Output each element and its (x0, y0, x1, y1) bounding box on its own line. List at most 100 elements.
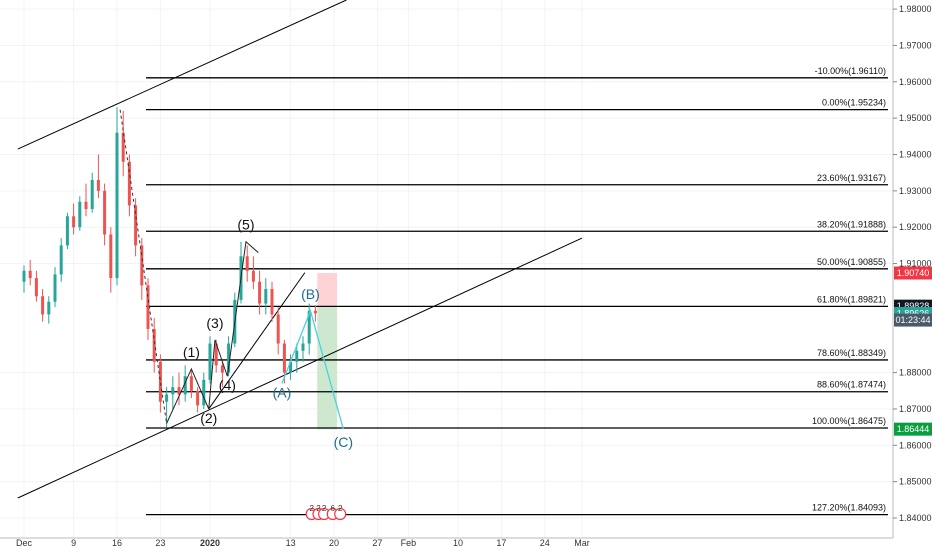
candle-body (220, 365, 224, 373)
event-marker-count: 2 (309, 504, 314, 513)
fibonacci-layer[interactable]: -10.00%(1.96110) 0.00%(1.95234) 23.60%(1.9… (146, 66, 888, 516)
candle-body (41, 296, 45, 315)
wave-trendline[interactable] (208, 272, 306, 410)
candle-body (65, 216, 69, 246)
wave-label: (3) (206, 315, 223, 331)
price-axis-label: 1.94000 (899, 149, 932, 159)
candle-body (270, 288, 274, 315)
time-axis-layer[interactable]: Dec 9 16 23 2020 13 20 27 Feb 10 17 24 Mar (0, 537, 893, 548)
elliott-wave-layer[interactable]: (1) (2) (3) (4) (5) (A) (B) (C) (119, 109, 353, 450)
price-axis-label: 1.96000 (899, 77, 932, 87)
candle-body (22, 270, 26, 282)
position-tool-layer[interactable] (317, 272, 338, 430)
fib-level-label: 100.00%(1.86475) (812, 416, 886, 426)
candle-body (202, 379, 206, 406)
candle-body (264, 288, 268, 304)
price-axis-label: 1.92000 (899, 222, 932, 232)
wave-label: (4) (219, 377, 236, 393)
event-marker-count: 2 (316, 504, 321, 513)
candle-body (127, 161, 131, 206)
time-axis-label: Dec (16, 538, 33, 548)
wave-label: (5) (237, 217, 254, 233)
wave-label: (B) (301, 286, 320, 302)
candle-body (165, 394, 169, 402)
price-axis-label: 1.87000 (899, 404, 932, 414)
price-axis-label: 1.85000 (899, 477, 932, 487)
impulse-wave-path[interactable] (166, 240, 259, 424)
candle-body (183, 376, 187, 395)
price-badge-label: 1.90740 (897, 268, 930, 278)
fib-level-label: 50.00%(1.90855) (817, 257, 886, 267)
price-badge-label: 01:23:44 (895, 315, 930, 325)
wave-label: (2) (200, 410, 217, 426)
event-marker[interactable] (334, 507, 347, 521)
candle-body (276, 314, 280, 344)
candle-body (289, 361, 293, 373)
candle-body (177, 387, 181, 395)
price-axis-label: 1.97000 (899, 40, 932, 50)
price-axis-label: 1.93000 (899, 186, 932, 196)
price-axis-label: 1.86000 (899, 440, 932, 450)
candle-body (115, 132, 119, 279)
time-axis-label: 9 (71, 538, 76, 548)
wave-path-dashed[interactable] (119, 109, 168, 424)
channel-layer[interactable] (17, 0, 583, 499)
candle-body (152, 328, 156, 362)
fib-level-label: -10.00%(1.96110) (815, 66, 886, 76)
wave-label: (1) (183, 344, 200, 360)
time-axis-label: 27 (372, 538, 382, 548)
candle-body (245, 256, 249, 271)
candle-body (258, 281, 262, 304)
time-axis-label: 13 (286, 538, 296, 548)
candle-body (121, 132, 125, 162)
time-axis-label: Feb (401, 538, 417, 548)
price-badge-label: 1.89828 (897, 301, 930, 311)
time-axis-label: Mar (574, 538, 590, 548)
price-badge[interactable] (894, 266, 932, 280)
price-axis-label: 1.98000 (899, 4, 932, 14)
fib-level-label: 61.80%(1.89821) (817, 294, 886, 304)
price-badge[interactable] (894, 313, 932, 327)
channel-trendline[interactable] (17, 237, 583, 499)
fib-level-label: 0.00%(1.95234) (822, 98, 886, 108)
price-axis-layer[interactable]: 1.98000 1.97000 1.96000 1.95000 1.94000 1.930… (892, 0, 932, 538)
candle-body (34, 278, 38, 297)
price-axis-label: 1.91000 (899, 259, 932, 269)
candle-body (53, 274, 57, 302)
price-badge-label: 1.86444 (897, 424, 930, 434)
price-badge[interactable] (894, 422, 932, 436)
candle-body (140, 245, 144, 286)
fib-level-label: 23.60%(1.93167) (817, 173, 886, 183)
time-axis-label: 20 (329, 538, 339, 548)
candle-body (134, 205, 138, 246)
time-axis-label: 2020 (200, 538, 220, 548)
price-badge-label: 1.89626 (897, 308, 930, 318)
price-axis-label: 1.88000 (899, 368, 932, 378)
stop-loss-zone[interactable] (317, 272, 338, 307)
candle-body (295, 350, 299, 362)
take-profit-zone[interactable] (317, 306, 338, 430)
channel-trendline[interactable] (17, 0, 347, 150)
candle-body (109, 234, 113, 279)
candle-body (96, 179, 100, 191)
corrective-projection-path[interactable] (281, 308, 344, 430)
candle-body (28, 270, 32, 279)
event-marker-count: 2 (322, 504, 327, 513)
candle-body (103, 190, 107, 235)
candle-body (47, 301, 51, 315)
fib-level-label: 78.60%(1.88349) (817, 348, 886, 358)
candle-body (313, 310, 317, 314)
fib-level-label: 38.20%(1.91888) (817, 219, 886, 229)
candle-body (146, 285, 150, 329)
candle-body (84, 201, 88, 210)
wave-label: (C) (334, 434, 353, 450)
candle-body (158, 361, 162, 402)
candle-body (189, 376, 193, 391)
fib-level-label: 88.60%(1.87474) (817, 380, 886, 390)
candle-body (72, 216, 76, 228)
wave-label: (A) (273, 385, 292, 401)
